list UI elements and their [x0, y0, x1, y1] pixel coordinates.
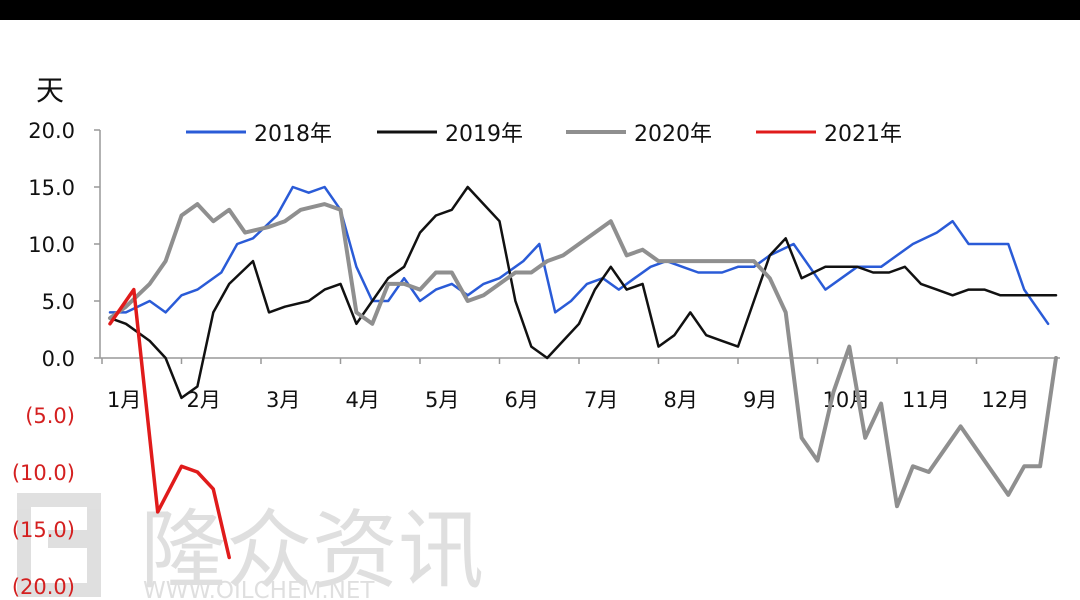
top-black-bar	[0, 0, 1080, 20]
x-tick-label: 8月	[664, 388, 698, 412]
y-tick-label: (20.0)	[12, 575, 75, 599]
y-tick-label: 20.0	[28, 119, 75, 143]
x-tick-label: 2月	[187, 388, 221, 412]
axes: 20.0 15.0 10.0 5.0 0.0 (5.0) (10.0) (15.0) (20.0…	[12, 119, 1060, 599]
x-tick-label: 6月	[505, 388, 539, 412]
x-tick-label: 1月	[107, 388, 141, 412]
x-tick-label: 9月	[743, 388, 777, 412]
y-tick-label: 15.0	[28, 176, 75, 200]
series-line-2020年	[108, 202, 1058, 509]
y-tick-label: (10.0)	[12, 461, 75, 485]
legend: 2018年 2019年 2020年 2021年	[186, 122, 902, 147]
series-line-2021年	[108, 287, 231, 560]
legend-label: 2021年	[824, 122, 902, 147]
x-tick-label: 5月	[425, 388, 459, 412]
x-tick-label: 7月	[584, 388, 618, 412]
x-tick-label: 4月	[346, 388, 380, 412]
watermark-cn: 隆众资讯	[140, 501, 484, 600]
x-tick-label: 12月	[982, 388, 1030, 412]
series-line-2019年	[108, 185, 1058, 400]
y-tick-label: 0.0	[42, 347, 75, 371]
x-tick-label: 11月	[902, 388, 950, 412]
y-tick-label: 10.0	[28, 233, 75, 257]
legend-label: 2019年	[445, 122, 523, 147]
watermark-url: WWW.OILCHEM.NET	[143, 578, 375, 600]
watermark-logo: 隆众资讯 WWW.OILCHEM.NET	[17, 493, 484, 600]
y-tick-label: 5.0	[42, 290, 75, 314]
y-tick-label: (5.0)	[25, 404, 75, 428]
series-layer	[108, 185, 1058, 560]
y-axis-label: 天	[36, 74, 64, 107]
x-tick-label: 3月	[266, 388, 300, 412]
series-line-2018年	[108, 185, 1050, 326]
y-tick-label: (15.0)	[12, 518, 75, 542]
legend-label: 2020年	[634, 122, 712, 147]
legend-label: 2018年	[254, 122, 332, 147]
